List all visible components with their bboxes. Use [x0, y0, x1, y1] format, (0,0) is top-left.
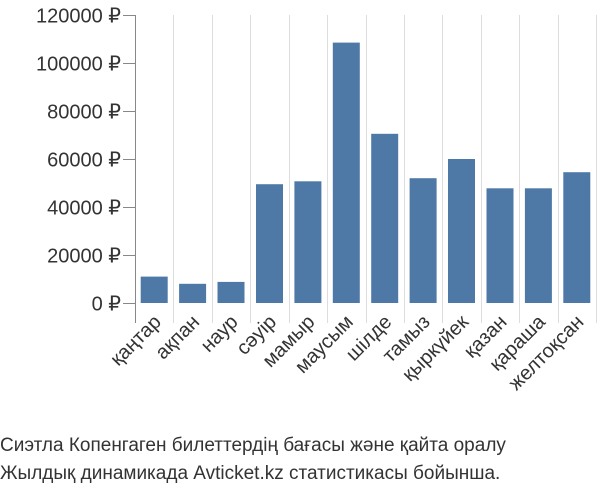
x-tick-labels: қаңтарақпаннаурсәуірмамырмаусымшілдетамы… [106, 310, 588, 394]
chart-caption: Сиэтла Копенгаген билеттердің бағасы жән… [0, 432, 600, 488]
caption-line-2: Жылдық динамикада Avticket.kz статистика… [0, 463, 501, 484]
y-tick-label: 120000 ₽ [36, 6, 121, 28]
bar-қараша [524, 188, 552, 303]
bar-ақпан [179, 283, 207, 303]
bar-маусым [332, 42, 360, 303]
bar-қазан [486, 188, 514, 303]
bar-сәуір [256, 184, 283, 303]
x-tick-label: ақпан [151, 311, 204, 364]
y-tick-labels: 0 ₽ 20000 ₽ 40000 ₽ 60000 ₽ 80000 ₽ 100000 ₽ 1… [36, 6, 121, 316]
bar-шілде [371, 133, 399, 303]
bar-қаңтар [140, 276, 168, 303]
x-tick-label: наур [197, 311, 243, 357]
bar-желтоқсан [563, 172, 591, 303]
bar-тамыз [409, 178, 437, 303]
bar-chart: 0 ₽ 20000 ₽ 40000 ₽ 60000 ₽ 80000 ₽ 100000 ₽ 1… [36, 6, 597, 395]
y-tick-label: 80000 ₽ [47, 102, 121, 124]
bars [140, 42, 591, 303]
caption-line-1: Сиэтла Копенгаген билеттердің бағасы жән… [0, 435, 506, 456]
bar-қыркүйек [448, 159, 475, 303]
axes [123, 15, 136, 323]
y-tick-label: 20000 ₽ [47, 246, 121, 268]
y-tick-label: 0 ₽ [92, 294, 122, 316]
y-tick-label: 60000 ₽ [47, 150, 121, 172]
x-tick-label: қаңтар [106, 311, 165, 370]
grid-lines [135, 15, 597, 323]
y-tick-label: 100000 ₽ [36, 54, 121, 76]
y-tick-label: 40000 ₽ [47, 198, 121, 220]
bar-наур [217, 281, 245, 303]
bar-мамыр [294, 181, 322, 303]
